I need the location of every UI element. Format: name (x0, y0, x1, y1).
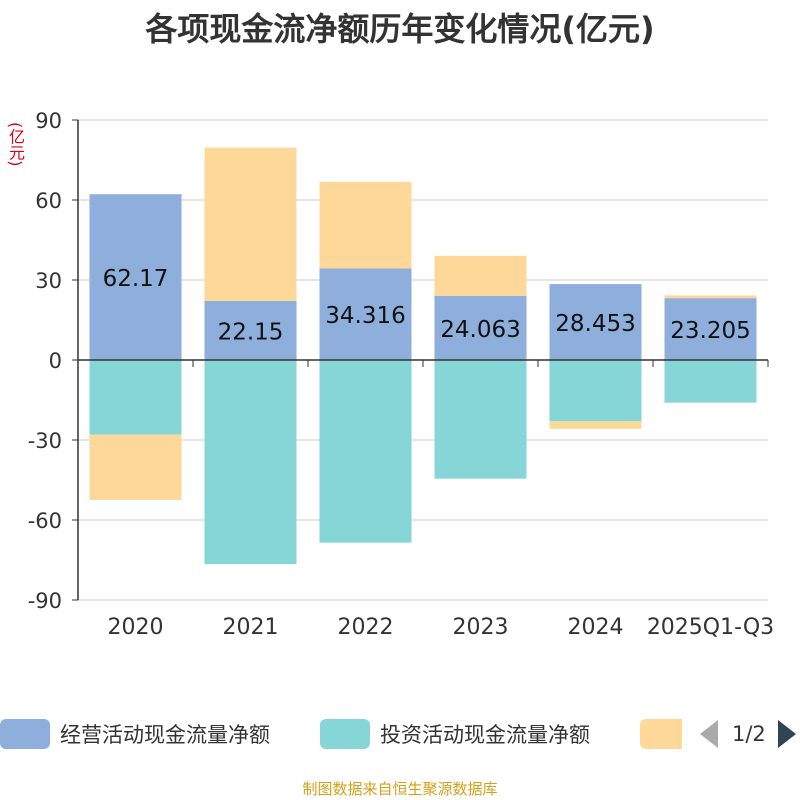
data-source-footer: 制图数据来自恒生聚源数据库 (302, 780, 498, 798)
legend-swatch-investing (320, 719, 370, 749)
y-tick-label: -30 (28, 429, 62, 453)
bar-data-label: 23.205 (670, 318, 750, 344)
bar-data-label: 34.316 (325, 303, 405, 329)
x-tick-label: 2022 (338, 615, 394, 640)
bar-segment-financing (319, 181, 412, 269)
legend: 经营活动现金流量净额 投资活动现金流量净额 1/2 (0, 716, 800, 752)
y-tick-label: 60 (35, 189, 62, 213)
y-tick-label: -60 (28, 509, 62, 533)
x-tick-label: 2020 (108, 615, 164, 640)
x-tick-label: 2021 (223, 615, 279, 640)
bar-segment-operating (89, 194, 182, 360)
bar-segment-operating (434, 295, 527, 360)
bar-segment-financing (549, 421, 642, 429)
bar-segment-operating (204, 300, 297, 360)
y-tick-label: -90 (28, 589, 62, 613)
legend-next-page-icon[interactable] (777, 720, 796, 748)
bar-segment-investing (549, 360, 642, 422)
bar-segment-investing (434, 360, 527, 479)
x-tick-label: 2023 (453, 615, 509, 640)
x-tick-label: 2024 (568, 615, 624, 640)
bar-segment-financing (664, 295, 757, 299)
bar-segment-financing (434, 255, 527, 296)
bar-data-label: 62.17 (103, 266, 169, 292)
bar-segment-investing (204, 360, 297, 564)
x-tick-label: 2025Q1-Q3 (647, 615, 774, 640)
y-axis-unit-label: (亿元) (6, 122, 25, 167)
bar-data-label: 28.453 (555, 311, 635, 337)
legend-swatch-financing (640, 719, 682, 749)
bar-segment-financing (89, 434, 182, 500)
legend-item-investing[interactable]: 投资活动现金流量净额 (320, 716, 590, 752)
chart-title: 各项现金流净额历年变化情况(亿元) (145, 10, 655, 48)
legend-prev-page-icon[interactable] (700, 720, 718, 748)
legend-label-investing: 投资活动现金流量净额 (380, 723, 590, 747)
legend-item-financing[interactable] (640, 716, 682, 752)
bar-segment-investing (664, 360, 757, 403)
legend-label-operating: 经营活动现金流量净额 (60, 723, 270, 747)
bar-segment-operating (664, 298, 757, 360)
legend-item-operating[interactable]: 经营活动现金流量净额 (0, 716, 270, 752)
legend-page-indicator: 1/2 (732, 722, 766, 746)
legend-pager: 1/2 (700, 716, 796, 752)
bar-chart: 90 60 30 0 -30 -60 -90 62.17 22.15 34.316 24.063 28… (28, 109, 774, 640)
bar-segment-operating (319, 268, 412, 360)
bar-segment-investing (319, 360, 412, 543)
y-tick-label: 90 (35, 109, 62, 133)
bar-data-label: 22.15 (218, 319, 284, 345)
bar-segment-financing (204, 147, 297, 301)
y-tick-label: 30 (35, 269, 62, 293)
bar-segment-investing (89, 360, 182, 435)
y-tick-label: 0 (49, 349, 62, 373)
legend-swatch-operating (0, 719, 50, 749)
bar-segment-operating (549, 284, 642, 360)
bar-data-label: 24.063 (440, 317, 520, 343)
